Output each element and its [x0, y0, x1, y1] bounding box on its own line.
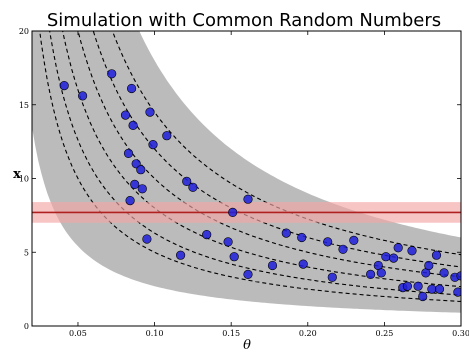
data-point: [107, 69, 117, 79]
x-tick-label: 0.05: [69, 329, 87, 338]
y-tick-label: 20: [19, 27, 29, 36]
dashed-curve-2: [49, 31, 461, 296]
data-point: [323, 237, 333, 247]
x-tick-label: 0.10: [146, 329, 164, 338]
data-point: [413, 281, 423, 291]
data-point: [145, 107, 155, 117]
chart-title: Simulation with Common Random Numbers: [47, 10, 441, 31]
data-point: [148, 140, 158, 150]
data-point: [223, 237, 233, 247]
data-point: [349, 235, 359, 245]
data-point: [431, 250, 442, 260]
data-point: [188, 182, 198, 192]
data-point: [381, 252, 391, 262]
data-point: [229, 252, 239, 262]
data-point: [243, 194, 253, 204]
data-point: [176, 250, 186, 260]
data-point: [434, 284, 445, 294]
confidence-band: [32, 31, 461, 313]
dashed-curve-4: [77, 31, 461, 278]
data-point: [162, 131, 172, 141]
data-point: [281, 228, 291, 238]
data-point: [125, 196, 135, 206]
data-point: [393, 243, 403, 253]
data-point: [366, 269, 376, 280]
data-point: [439, 268, 449, 278]
data-point: [202, 230, 212, 240]
data-point: [123, 148, 134, 158]
x-tick-label: 0.30: [452, 329, 469, 338]
data-point: [243, 269, 253, 280]
data-point: [136, 165, 146, 175]
x-tick-label: 0.20: [299, 329, 317, 338]
data-point: [130, 179, 140, 189]
data-point: [338, 244, 348, 254]
x-tick-label: 0.15: [222, 329, 240, 338]
data-point: [137, 184, 147, 194]
plot-area: [32, 31, 461, 313]
data-point: [182, 176, 192, 186]
data-point: [59, 80, 69, 91]
y-tick-label: 0: [24, 322, 29, 331]
data-point: [128, 120, 138, 130]
data-point: [418, 291, 428, 302]
axes: 0.05 0.10 0.15 0.20 0.25 0.30 0 5 10 15 20: [19, 27, 469, 338]
data-point: [120, 110, 131, 120]
y-tick-label: 5: [24, 248, 29, 257]
data-point: [298, 259, 308, 269]
data-point: [407, 246, 417, 256]
y-tick-label: 10: [19, 175, 29, 184]
dashed-curve-3: [62, 31, 461, 288]
data-point: [297, 232, 307, 243]
data-point: [127, 83, 137, 94]
dashed-curve-6: [111, 31, 461, 256]
y-axis-label: x: [13, 167, 21, 182]
x-tick-label: 0.25: [375, 329, 393, 338]
x-axis-label: θ: [243, 338, 251, 352]
data-point: [77, 91, 88, 101]
data-point: [453, 287, 461, 297]
data-point: [456, 271, 461, 281]
data-point: [389, 253, 399, 263]
dashed-curve-1: [39, 31, 461, 302]
data-point: [327, 272, 337, 282]
data-point: [142, 234, 152, 244]
data-point: [228, 207, 238, 217]
data-point: [376, 268, 386, 278]
data-point: [267, 260, 278, 271]
data-point: [424, 260, 434, 271]
y-tick-label: 15: [19, 101, 29, 110]
data-point: [402, 281, 413, 291]
